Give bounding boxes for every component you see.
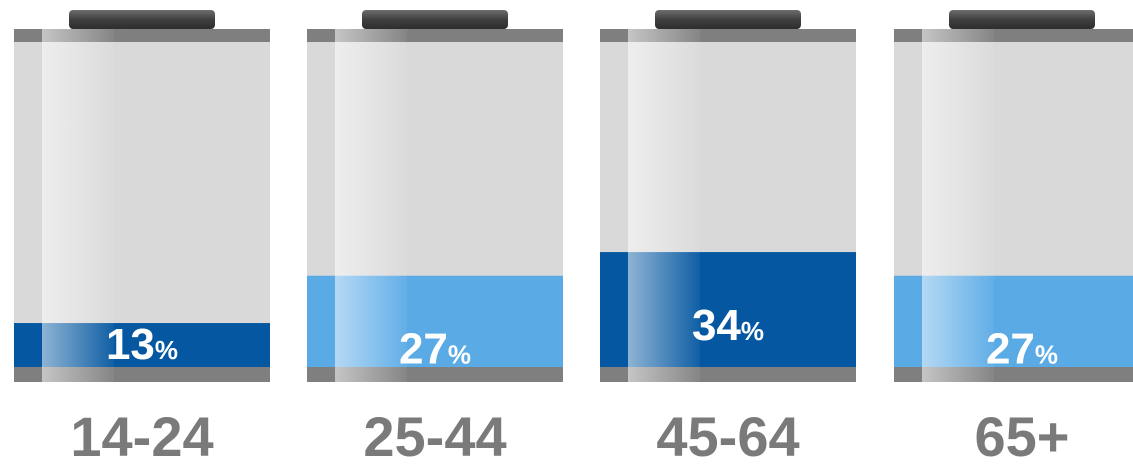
battery-2: 34% 45-64 — [600, 10, 856, 464]
battery-group: 13% 14-24 27% 25-44 34% 45-64 27% 65+ — [14, 10, 1133, 464]
data-label-value: 27 — [399, 325, 448, 374]
glass-highlight — [335, 29, 407, 382]
data-label-unit: % — [741, 316, 764, 346]
category-label-45-64: 45-64 — [656, 405, 799, 464]
battery-cap — [69, 10, 215, 29]
data-label-unit: % — [155, 335, 178, 365]
data-label-value: 34 — [692, 301, 741, 350]
battery-3: 27% 65+ — [894, 10, 1133, 464]
data-label-14-24: 13% — [106, 320, 178, 369]
battery-0: 13% 14-24 — [14, 10, 270, 464]
battery-1: 27% 25-44 — [307, 10, 563, 464]
data-label-65+: 27% — [986, 325, 1058, 374]
data-label-unit: % — [448, 340, 471, 370]
data-label-unit: % — [1035, 340, 1058, 370]
battery-cap — [362, 10, 508, 29]
data-label-25-44: 27% — [399, 325, 471, 374]
battery-cap — [655, 10, 801, 29]
data-label-value: 13 — [106, 320, 155, 369]
battery-cap — [949, 10, 1095, 29]
category-label-14-24: 14-24 — [70, 405, 213, 464]
glass-highlight — [42, 29, 114, 382]
data-label-45-64: 34% — [692, 301, 764, 350]
glass-highlight — [628, 29, 700, 382]
category-label-65+: 65+ — [975, 405, 1070, 464]
data-label-value: 27 — [986, 325, 1035, 374]
glass-highlight — [922, 29, 994, 382]
category-label-25-44: 25-44 — [363, 405, 506, 464]
